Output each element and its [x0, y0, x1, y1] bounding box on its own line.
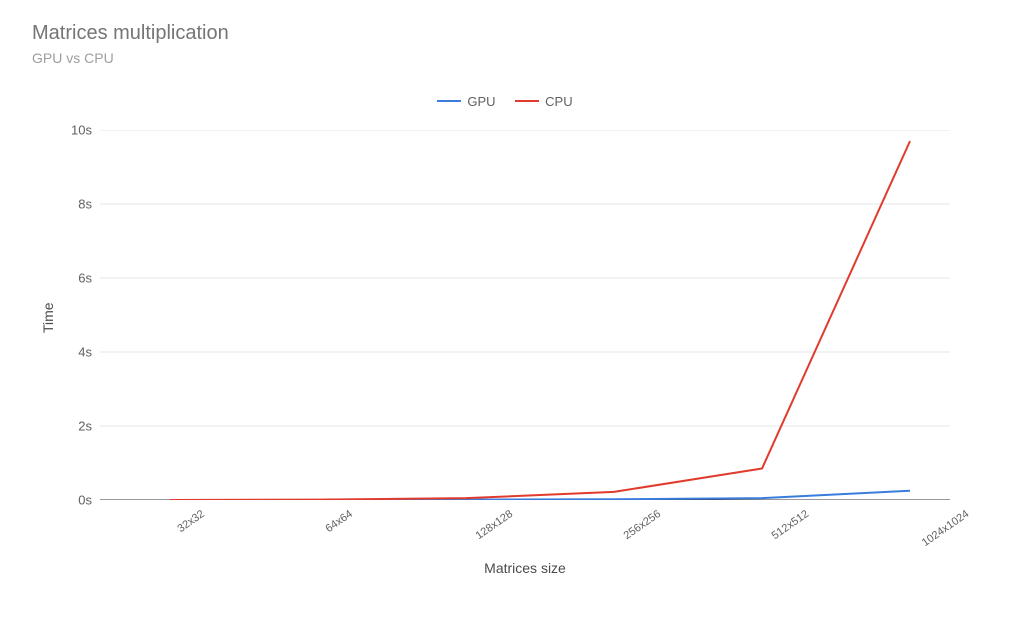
y-tick-label: 0s — [52, 493, 92, 508]
x-tick-label: 512x512 — [770, 508, 811, 542]
legend-swatch-cpu — [515, 100, 539, 102]
y-tick-label: 2s — [52, 419, 92, 434]
chart-container: { "chart": { "type": "line", "title": "M… — [0, 0, 1010, 625]
legend-item-gpu: GPU — [437, 94, 495, 109]
y-axis-title: Time — [40, 302, 56, 333]
y-tick-label: 6s — [52, 271, 92, 286]
chart-plot-svg — [100, 130, 950, 500]
chart-legend: GPU CPU — [0, 90, 1010, 109]
y-tick-label: 8s — [52, 197, 92, 212]
x-tick-label: 64x64 — [323, 508, 354, 535]
series-lines — [170, 141, 910, 500]
x-tick-label: 256x256 — [622, 508, 663, 542]
legend-label-cpu: CPU — [545, 94, 572, 109]
x-tick-label: 1024x1024 — [920, 508, 971, 549]
x-axis-title: Matrices size — [100, 560, 950, 576]
legend-label-gpu: GPU — [467, 94, 495, 109]
chart-subtitle: GPU vs CPU — [32, 50, 114, 66]
x-tick-label: 32x32 — [175, 508, 206, 535]
y-tick-label: 4s — [52, 345, 92, 360]
gridlines — [100, 130, 950, 500]
chart-title: Matrices multiplication — [32, 22, 229, 45]
y-tick-label: 10s — [52, 123, 92, 138]
legend-item-cpu: CPU — [515, 94, 572, 109]
x-tick-label: 128x128 — [474, 508, 515, 542]
legend-swatch-gpu — [437, 100, 461, 102]
series-line-cpu — [170, 141, 910, 500]
